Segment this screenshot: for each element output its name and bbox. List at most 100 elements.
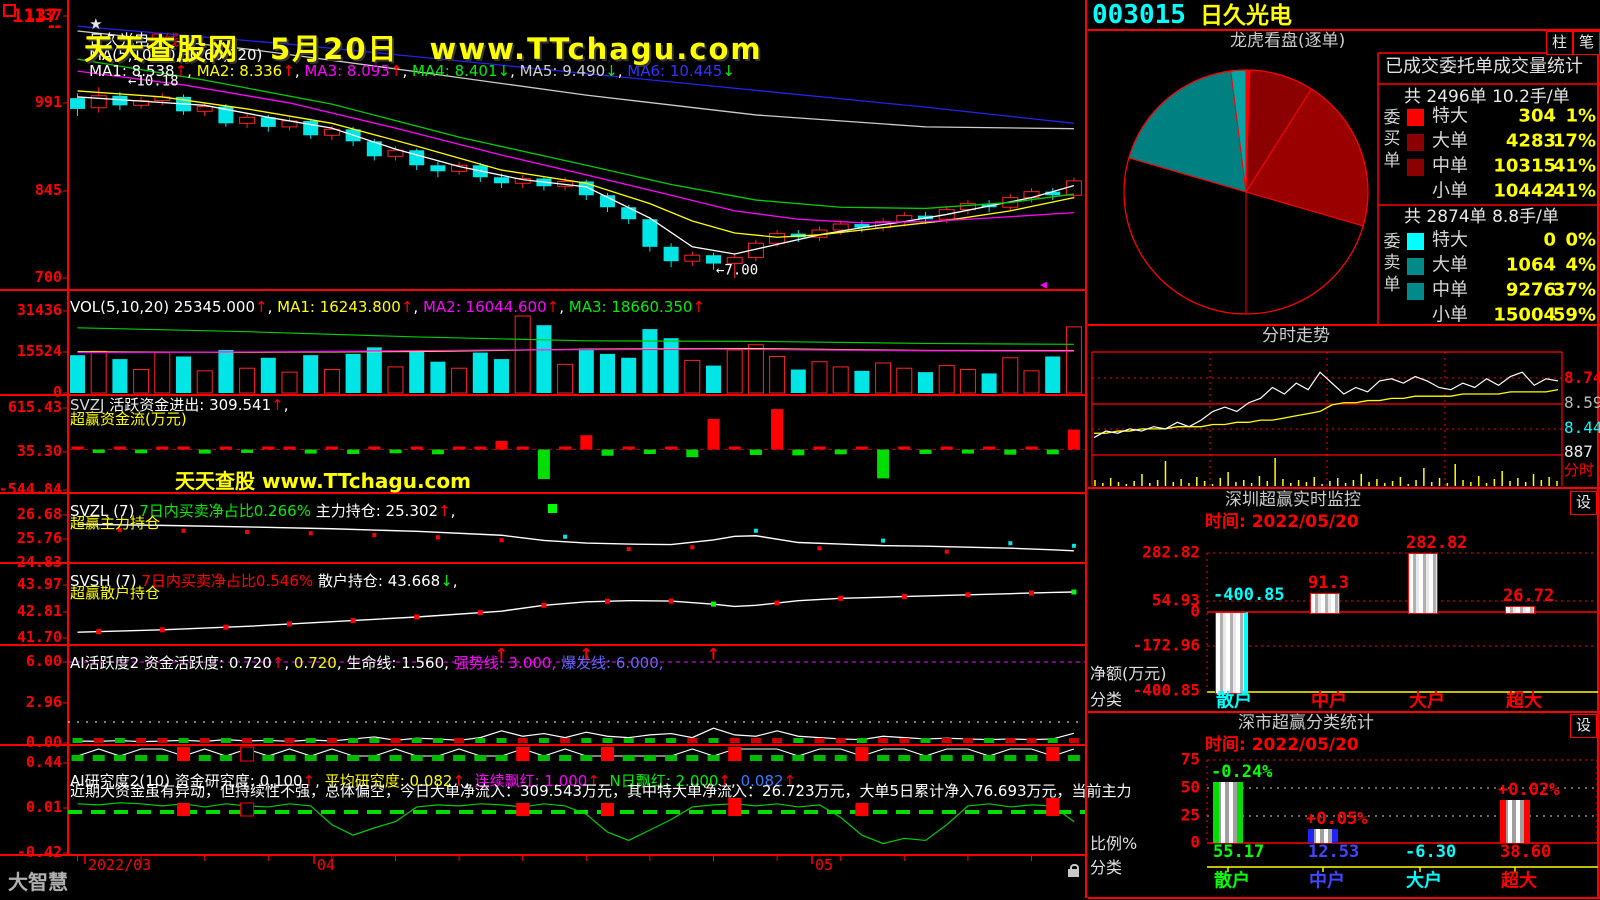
szstat-category[interactable]: 超大: [1501, 870, 1537, 892]
ai1-mini-bar: [623, 738, 634, 743]
svzj-bar-in: [983, 446, 996, 450]
candle-up: [323, 128, 340, 136]
buy-total: 共 2496单 10.2手/单: [1404, 87, 1570, 107]
candle-up: [387, 149, 404, 157]
order-count: 10315: [1493, 155, 1556, 177]
vol-bar-down: [176, 356, 191, 393]
stock-name: 日久光电: [89, 30, 150, 49]
order-type-label: 小单: [1432, 180, 1468, 202]
ai1-mini-bar: [941, 738, 952, 743]
svzl-tick-cyan: [881, 538, 886, 543]
ai2-strip-green-bar: [792, 755, 805, 761]
pen-mode-button[interactable]: 笔: [1573, 31, 1600, 55]
sell-total: 共 2874单 8.8手/单: [1404, 207, 1559, 227]
szmon-category[interactable]: 散户: [1216, 690, 1252, 712]
ai1-mini-bar: [856, 738, 867, 743]
vol-bar-up: [896, 367, 913, 394]
svsh-dot-red: [668, 598, 674, 604]
order-percent: 0%: [1565, 229, 1596, 251]
ai1-mini-bar: [475, 738, 486, 743]
szstat-value: 12.53: [1308, 842, 1360, 863]
ai1-mini-bar: [305, 738, 316, 743]
szmon-category[interactable]: 中户: [1311, 690, 1347, 712]
vol-header: VOL(5,10,20) 25345.000↑, MA1: 16243.800↑…: [70, 299, 705, 316]
ai1-mini-bar: [454, 738, 465, 743]
fenshi-price-line: [1093, 371, 1559, 439]
szmon-bar-value: 91.3: [1308, 573, 1349, 594]
vol-bar-up: [514, 315, 531, 394]
ai2-strip-green-bar: [580, 755, 593, 761]
vol-bar-down: [409, 351, 425, 393]
fenshi-x-label: 分时: [1564, 461, 1595, 479]
axis-tick: 41.70: [16, 628, 62, 647]
period-label[interactable]: 日线: [149, 30, 180, 49]
text-segment: ↑: [783, 772, 797, 790]
ai1-mini-bar: [835, 738, 846, 743]
vol-bar-up: [811, 361, 828, 394]
app-corner-icon[interactable]: [3, 4, 16, 17]
text-segment: 0.082: [740, 772, 784, 790]
ma-line-MA2: [77, 90, 1075, 238]
text-segment: MA1: 8.538: [89, 62, 175, 80]
svzj-bar-in: [516, 446, 529, 450]
svzj-bar-in: [283, 446, 296, 450]
szstat-category[interactable]: 大户: [1406, 870, 1442, 892]
svzj-bar-out: [537, 449, 550, 480]
svzj-bar-out: [686, 449, 699, 458]
text-segment: 7日内买卖净占比0.546%: [141, 572, 314, 590]
candle-down: [366, 141, 382, 157]
svzj-bar-in: [495, 440, 508, 450]
text-segment: MA4: 8.401: [412, 62, 498, 80]
ai1-mini-bar: [687, 738, 698, 743]
axis-tick: 0: [52, 383, 62, 402]
bar-mode-button[interactable]: 柱: [1546, 31, 1573, 55]
szstat-xlabel: 分类: [1090, 858, 1123, 877]
text-segment: 0.720: [293, 654, 337, 672]
candle-up: [239, 116, 256, 124]
text-segment: ,: [617, 62, 628, 80]
timeline-label[interactable]: 05: [815, 856, 834, 875]
svsh-dot-red: [159, 627, 165, 633]
vol-bar-up: [684, 359, 701, 394]
ai1-mini-bar: [114, 738, 125, 743]
szstat-settings-button[interactable]: 设: [1570, 714, 1597, 738]
szstat-category[interactable]: 中户: [1309, 870, 1345, 892]
candle-up: [684, 254, 701, 262]
vol-bar-up: [1023, 370, 1040, 394]
szmon-bar-散户: [1215, 612, 1248, 694]
svsh-dot-red: [350, 617, 356, 623]
svzj-bar-in: [113, 446, 126, 450]
ai2-red-bar: [855, 803, 869, 816]
order-type-swatch: [1407, 159, 1424, 176]
ai2-line: [77, 802, 1075, 845]
ai1-mini-bar: [793, 738, 804, 743]
text-segment: ,: [731, 772, 741, 790]
order-table-header: 已成交委托单成交量统计: [1385, 56, 1583, 77]
order-count: 9276: [1505, 279, 1556, 301]
ai2-strip-green-bar: [368, 755, 381, 761]
svsh-header: SVSH (7) 7日内买卖净占比0.546% 散户持仓: 43.668↓,: [70, 572, 458, 590]
timeline-label[interactable]: 2022/03: [88, 856, 152, 875]
ai2-strip-line: [77, 748, 1075, 757]
watermark-small: 天天查股 www.TTchagu.com: [175, 469, 471, 493]
lock-icon[interactable]: [1068, 869, 1079, 877]
svzl-line: [77, 523, 1074, 552]
axis-tick: 0.01: [25, 798, 62, 817]
ai2-strip-green-bar: [92, 755, 105, 761]
ai2-header: AI研究度2(10) 资金研究度: 0.100↑, 平均研究度: 0.082↑,…: [70, 772, 801, 790]
svzl-tick-red: [245, 529, 250, 534]
szstat-category[interactable]: 散户: [1214, 870, 1250, 892]
stock-code-title: 003015: [1092, 0, 1186, 30]
timeline-label[interactable]: 04: [317, 856, 336, 875]
axis-tick: 0.44: [25, 753, 62, 772]
szmon-settings-button[interactable]: 设: [1570, 491, 1597, 515]
szmon-category[interactable]: 大户: [1409, 690, 1445, 712]
ai2-strip-green-bar: [262, 755, 275, 761]
ai1-mini-bar: [390, 738, 401, 743]
szmon-category[interactable]: 超大: [1506, 690, 1542, 712]
text-segment: SVZJ: [70, 396, 110, 414]
ai2-strip-red-bar: [601, 747, 614, 761]
price-annotation: ←7.00: [716, 262, 759, 279]
szstat-ytick: 75: [1180, 749, 1200, 769]
